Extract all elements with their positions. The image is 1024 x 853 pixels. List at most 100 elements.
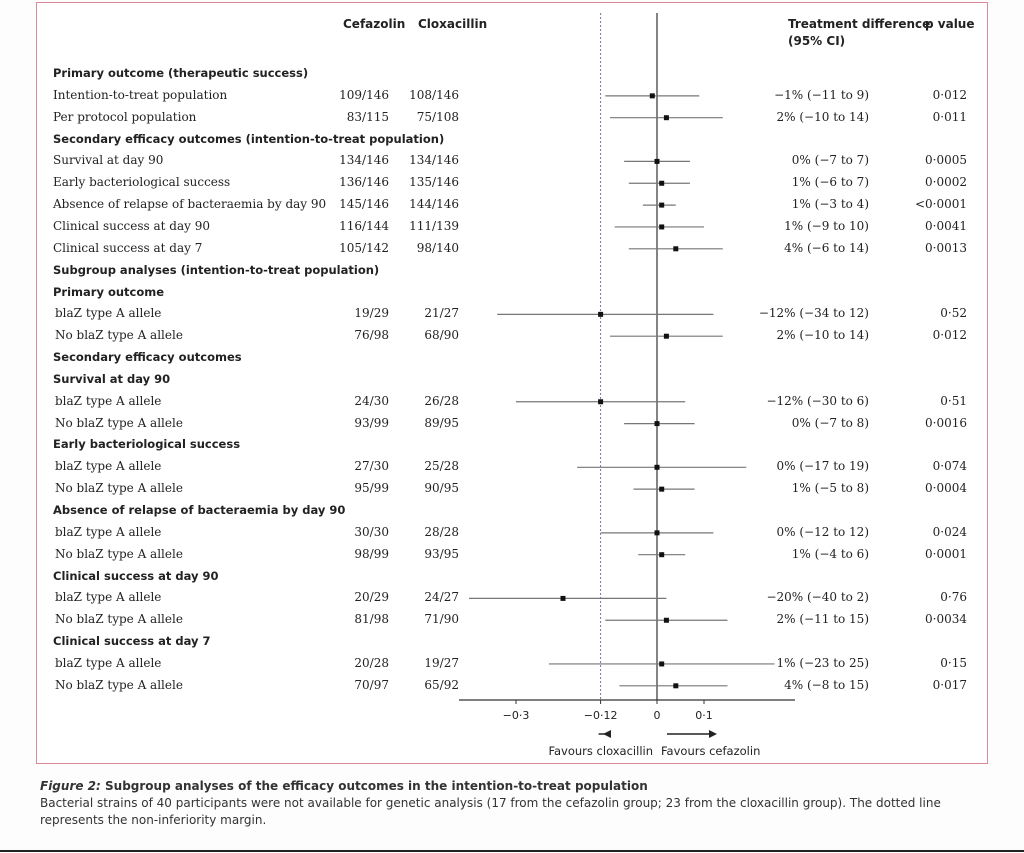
cloxacillin-value: 108/146: [409, 87, 459, 102]
x-axis-tick-label: 0·1: [695, 709, 713, 722]
cefazolin-value: 83/115: [346, 109, 389, 124]
row-label: blaZ type A allele: [55, 590, 162, 605]
row-label: blaZ type A allele: [55, 393, 162, 408]
point-estimate: [598, 399, 604, 405]
point-estimate: [659, 180, 665, 186]
table-row: blaZ type A allele 27/30 25/28 0% (−17 to 1…: [37, 456, 989, 476]
p-value: 0·024: [932, 524, 967, 539]
forest-table: Primary outcome (therapeutic success) Int…: [37, 3, 987, 763]
cloxacillin-value: 98/140: [416, 240, 459, 255]
point-estimate: [649, 93, 655, 99]
cefazolin-value: 81/98: [354, 612, 389, 627]
table-row: No blaZ type A allele 93/99 89/95 0% (−7 to…: [37, 413, 989, 433]
cloxacillin-value: 93/95: [424, 546, 459, 561]
section-heading: Primary outcome: [37, 282, 989, 302]
table-row: Per protocol population 83/115 75/108 2% (−…: [37, 107, 989, 127]
cloxacillin-value: 75/108: [416, 109, 459, 124]
row-label: Absence of relapse of bacteraemia by day…: [53, 197, 327, 212]
page-bottom-rule: [0, 850, 1024, 852]
p-value: 0·15: [940, 655, 967, 670]
row-label: blaZ type A allele: [55, 524, 162, 539]
cloxacillin-value: 71/90: [424, 612, 459, 627]
favours-cloxacillin-label: Favours cloxacillin: [548, 744, 653, 758]
cefazolin-value: 27/30: [354, 459, 389, 474]
cloxacillin-value: 134/146: [409, 153, 459, 168]
treatment-difference-value: 2% (−10 to 14): [776, 109, 869, 124]
cefazolin-value: 116/144: [339, 218, 389, 233]
row-label: Intention-to-treat population: [53, 87, 228, 102]
table-row: Survival at day 90 134/146 134/146 0% (−7 t…: [37, 150, 989, 170]
treatment-difference-value: −1% (−11 to 9): [774, 87, 869, 102]
table-row: No blaZ type A allele 81/98 71/90 2% (−11 t…: [37, 609, 989, 629]
favours-cloxacillin-arrow-icon: [603, 730, 611, 738]
x-axis-tick-label: −0·12: [584, 709, 618, 722]
table-row: blaZ type A allele 30/30 28/28 0% (−12 to 1…: [37, 522, 989, 542]
caption-body: Bacterial strains of 40 participants wer…: [40, 796, 941, 827]
row-label: Clinical success at day 7: [53, 634, 211, 649]
point-estimate: [598, 311, 604, 317]
x-axis-tick-label: 0: [654, 709, 661, 722]
cefazolin-value: 20/29: [354, 590, 389, 605]
point-estimate: [673, 246, 679, 252]
row-label: Early bacteriological success: [53, 437, 241, 452]
p-value: 0·012: [932, 328, 967, 343]
cloxacillin-value: 135/146: [409, 175, 459, 190]
point-estimate: [663, 617, 669, 623]
row-label: Clinical success at day 90: [53, 218, 211, 233]
cefazolin-value: 20/28: [354, 655, 389, 670]
p-value: 0·0013: [925, 240, 967, 255]
point-estimate: [654, 158, 660, 164]
cloxacillin-value: 26/28: [424, 393, 459, 408]
table-row: blaZ type A allele 20/29 24/27 −20% (−40 to…: [37, 587, 989, 607]
row-label: Survival at day 90: [53, 371, 171, 386]
section-heading: Subgroup analyses (intention-to-treat po…: [37, 260, 989, 280]
cloxacillin-value: 68/90: [424, 328, 459, 343]
row-label: Early bacteriological success: [53, 175, 231, 190]
row-label: Per protocol population: [53, 109, 197, 124]
row-label: Secondary efficacy outcomes: [53, 350, 242, 365]
table-row: blaZ type A allele 20/28 19/27 1% (−23 to 2…: [37, 653, 989, 673]
table-row: Absence of relapse of bacteraemia by day…: [37, 194, 989, 214]
favours-cefazolin-label: Favours cefazolin: [661, 744, 760, 758]
cefazolin-value: 109/146: [339, 87, 389, 102]
table-row: Early bacteriological success 136/146 135/…: [37, 172, 989, 192]
row-label: Primary outcome: [53, 284, 165, 299]
treatment-difference-value: 2% (−11 to 15): [776, 612, 869, 627]
favours-cefazolin-arrow-icon: [709, 730, 717, 738]
header-ci: (95% CI): [788, 34, 846, 48]
cefazolin-value: 19/29: [354, 306, 389, 321]
treatment-difference-value: 1% (−5 to 8): [791, 481, 869, 496]
table-row: No blaZ type A allele 95/99 90/95 1% (−5 to…: [37, 478, 989, 498]
row-label: No blaZ type A allele: [55, 677, 183, 692]
point-estimate: [659, 202, 665, 208]
cefazolin-value: 105/142: [339, 240, 389, 255]
point-estimate: [659, 661, 665, 667]
point-estimate: [663, 333, 669, 339]
section-heading: Secondary efficacy outcomes: [37, 347, 989, 367]
caption-title: Figure 2: Subgroup analyses of the effic…: [40, 778, 1000, 795]
point-estimate: [654, 464, 660, 470]
row-label: No blaZ type A allele: [55, 415, 183, 430]
table-row: Clinical success at day 7 105/142 98/140 4%…: [37, 238, 989, 258]
cefazolin-value: 70/97: [354, 677, 389, 692]
point-estimate: [673, 683, 679, 689]
row-label: No blaZ type A allele: [55, 328, 183, 343]
point-estimate: [663, 115, 669, 121]
section-heading: Primary outcome (therapeutic success): [37, 63, 989, 83]
cefazolin-value: 30/30: [354, 524, 389, 539]
cloxacillin-value: 25/28: [424, 459, 459, 474]
cloxacillin-value: 90/95: [424, 481, 459, 496]
section-heading: Survival at day 90: [37, 369, 989, 389]
section-heading: Absence of relapse of bacteraemia by day…: [37, 500, 989, 520]
p-value: 0·0004: [925, 481, 967, 496]
treatment-difference-value: 1% (−4 to 6): [791, 546, 869, 561]
point-estimate: [654, 421, 660, 427]
row-label: Clinical success at day 90: [53, 568, 219, 583]
p-value: 0·51: [940, 393, 967, 408]
cefazolin-value: 76/98: [354, 328, 389, 343]
point-estimate: [659, 552, 665, 558]
cefazolin-value: 145/146: [339, 197, 389, 212]
figure-caption: Figure 2: Subgroup analyses of the effic…: [40, 778, 1000, 829]
row-label: No blaZ type A allele: [55, 546, 183, 561]
row-label: Primary outcome (therapeutic success): [53, 66, 309, 80]
